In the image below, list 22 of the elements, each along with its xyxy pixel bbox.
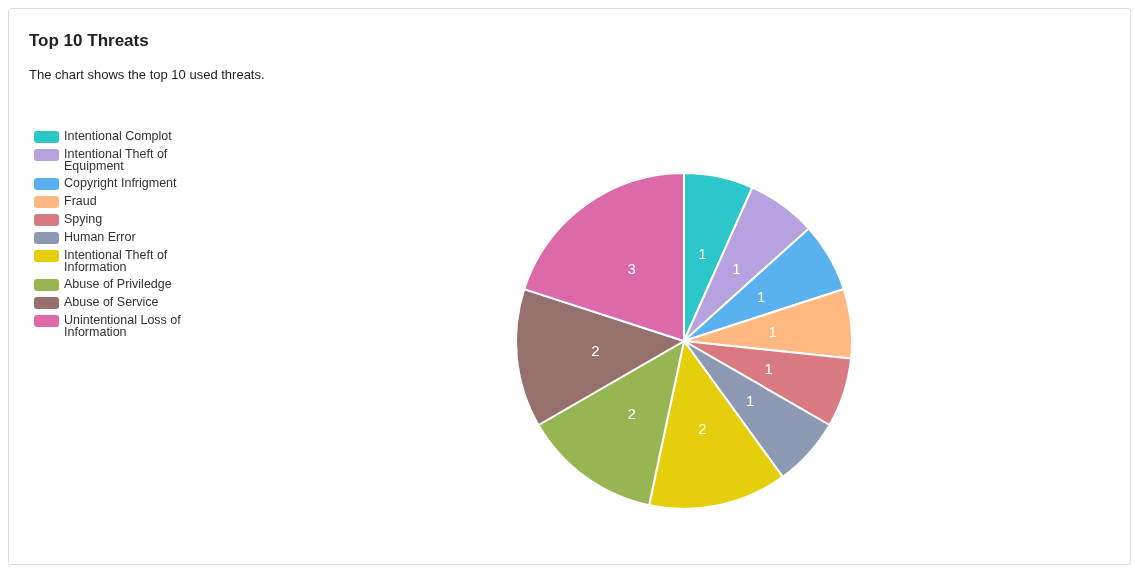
- chart-title: Top 10 Threats: [29, 31, 149, 51]
- legend-label: Unintentional Loss of Information: [64, 313, 182, 339]
- data-label: 1: [768, 323, 777, 341]
- data-label: 3: [627, 260, 636, 278]
- legend-label: Intentional Complot: [64, 129, 173, 143]
- data-label: 1: [698, 245, 707, 263]
- legend-label: Fraud: [64, 194, 98, 208]
- legend-label: Human Error: [64, 230, 137, 244]
- legend-label: Abuse of Priviledge: [64, 277, 173, 291]
- legend-label: Abuse of Service: [64, 295, 160, 309]
- data-label: 1: [756, 287, 766, 305]
- legend-label: Intentional Theft of Information: [64, 248, 169, 274]
- data-label: 1: [764, 360, 773, 378]
- data-label: 2: [627, 404, 636, 422]
- legend-label: Intentional Theft of Equipment: [64, 147, 169, 173]
- data-label: 1: [746, 392, 755, 410]
- legend-label: Spying: [64, 212, 104, 226]
- data-label: 2: [591, 341, 600, 359]
- legend-label: Copyright Infrigment: [64, 176, 178, 190]
- data-label: 2: [698, 419, 707, 437]
- chart-subtitle: The chart shows the top 10 used threats.: [29, 67, 265, 82]
- data-label: 1: [732, 260, 741, 278]
